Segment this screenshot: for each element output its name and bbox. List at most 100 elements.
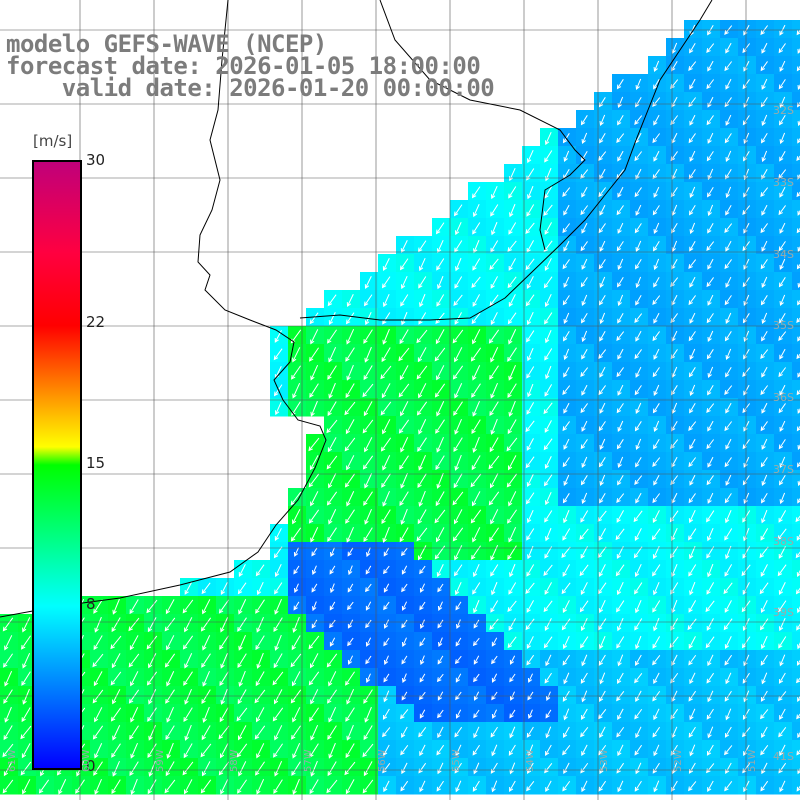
wind-arrow (563, 331, 570, 342)
wind-cell (792, 416, 800, 435)
wind-arrow (707, 204, 714, 217)
wind-cells (0, 20, 800, 795)
wind-arrow (779, 150, 786, 162)
wind-arrow (147, 743, 157, 759)
wind-arrow (670, 187, 678, 198)
wind-arrow (21, 707, 31, 723)
wind-arrow (760, 349, 769, 359)
wind-arrow (689, 78, 696, 90)
wind-arrow (598, 187, 607, 198)
wind-arrow (220, 652, 228, 669)
latitude-label: 38S (773, 534, 794, 548)
latitude-label: 32S (773, 104, 794, 117)
wind-arrow (472, 258, 481, 271)
wind-arrow (634, 780, 642, 792)
wind-arrow (545, 365, 552, 380)
wind-arrow (382, 419, 391, 435)
wind-arrow (635, 726, 642, 739)
wind-arrow (453, 401, 463, 416)
wind-arrow (310, 329, 319, 345)
wind-arrow (653, 672, 660, 685)
wind-arrow (22, 652, 31, 669)
wind-arrow (399, 527, 409, 543)
wind-arrow (273, 617, 283, 633)
wind-arrow (779, 456, 786, 468)
wind-arrow (508, 582, 517, 595)
wind-arrow (292, 778, 300, 795)
wind-arrow (545, 726, 552, 739)
wind-arrow (490, 544, 499, 561)
wind-arrow (418, 490, 426, 507)
wind-arrow (400, 709, 409, 720)
wind-arrow (561, 618, 571, 631)
wind-arrow (635, 204, 642, 216)
wind-arrow (724, 457, 732, 468)
wind-arrow (671, 223, 678, 234)
wind-arrow (148, 760, 156, 777)
wind-arrow (419, 673, 426, 683)
wind-arrow (689, 114, 696, 126)
wind-arrow (363, 401, 373, 417)
wind-arrow (707, 222, 714, 234)
wind-arrow (581, 313, 588, 324)
wind-arrow (543, 564, 553, 576)
wind-arrow (580, 672, 588, 684)
wind-arrow (112, 760, 120, 777)
wind-arrow (346, 364, 354, 381)
wind-arrow (362, 779, 374, 794)
wind-arrow (506, 437, 518, 452)
wind-arrow (436, 401, 445, 417)
wind-arrow (653, 222, 660, 234)
wind-arrow (725, 240, 732, 252)
wind-arrow (652, 97, 661, 107)
wind-arrow (472, 563, 480, 578)
wind-arrow (327, 527, 337, 542)
wind-arrow (797, 137, 800, 144)
wind-arrow (761, 474, 768, 486)
wind-arrow (509, 203, 516, 218)
wind-arrow (401, 565, 408, 575)
wind-arrow (472, 436, 480, 453)
wind-arrow (165, 725, 175, 741)
wind-arrow (706, 672, 715, 684)
wind-arrow (617, 258, 624, 270)
wind-arrow (779, 384, 786, 396)
wind-arrow (707, 654, 714, 667)
wind-arrow (527, 744, 534, 757)
wind-arrow (526, 636, 534, 649)
wind-arrow (473, 599, 480, 614)
wind-arrow (617, 186, 624, 198)
wind-arrow (706, 151, 714, 162)
wind-arrow (129, 635, 139, 651)
wind-arrow (452, 491, 464, 506)
wind-cell (792, 578, 800, 597)
wind-arrow (760, 635, 768, 650)
wind-arrow (617, 114, 624, 126)
wind-arrow (707, 456, 714, 468)
wind-arrow (761, 42, 768, 54)
wind-arrow (707, 366, 714, 379)
wind-arrow (543, 276, 553, 289)
wind-arrow (398, 347, 410, 362)
wind-arrow (452, 329, 464, 344)
wind-arrow (653, 114, 660, 126)
wind-arrow (383, 655, 389, 665)
wind-arrow (617, 420, 624, 432)
wind-arrow (327, 401, 337, 417)
wind-arrow (707, 492, 714, 504)
wind-arrow (311, 619, 318, 629)
wind-arrow (543, 636, 553, 649)
wind-arrow (309, 707, 319, 722)
wind-arrow (635, 762, 642, 775)
wind-arrow (328, 473, 337, 489)
wind-arrow (472, 203, 480, 218)
wind-arrow (544, 510, 553, 523)
wind-arrow (509, 726, 516, 739)
wind-arrow (129, 761, 139, 777)
wind-arrow (273, 743, 283, 758)
wind-arrow (328, 312, 336, 326)
wind-arrow (635, 294, 642, 306)
wind-arrow (616, 133, 625, 143)
wind-arrow (508, 400, 516, 417)
